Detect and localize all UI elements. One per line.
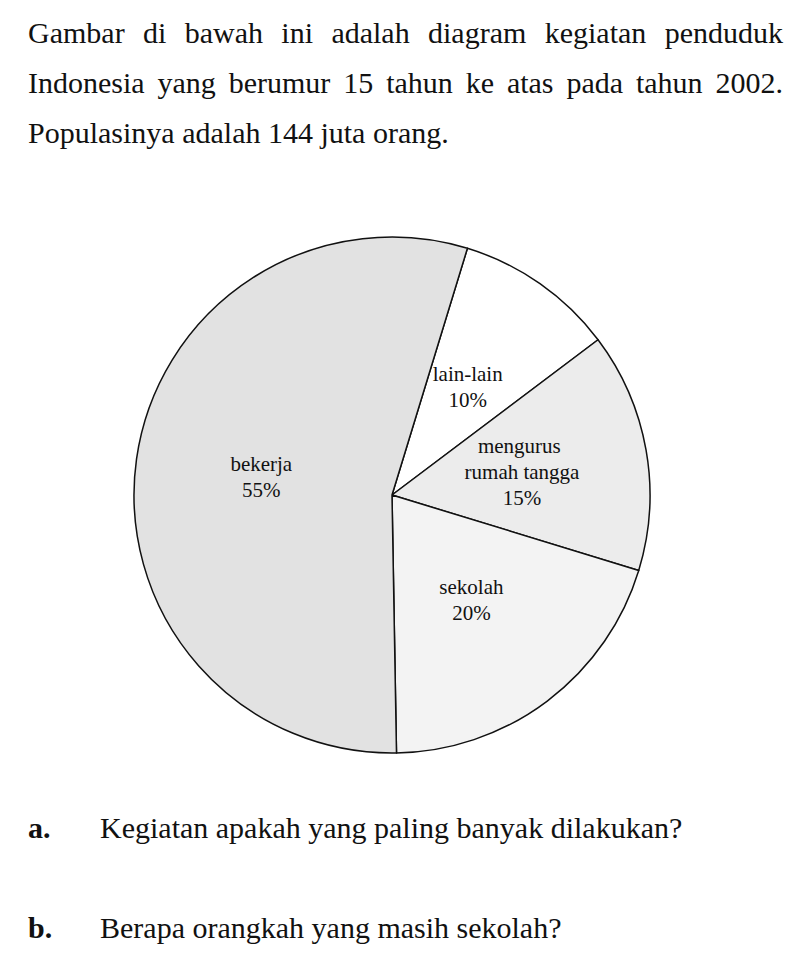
- html-text:Kegiatan apakah yang paling ba: Kegiatan apakah yang paling banyak dilak…: [100, 811, 683, 844]
- svg-text:bekerja: bekerja: [230, 452, 292, 476]
- svg-text:15%: 15%: [503, 486, 542, 510]
- svg-text:10%: 10%: [448, 388, 487, 412]
- svg-text:20%: 20%: [452, 601, 491, 625]
- html-text:Berapa orangkah yang masih sek: Berapa orangkah yang masih sekolah?: [100, 911, 562, 944]
- html-text:Gambar di bawah ini adalah dia: Gambar di bawah ini adalah diagram kegia…: [28, 16, 783, 149]
- html-text:b.: b.: [28, 911, 53, 944]
- html-text:a.: a.: [28, 811, 51, 844]
- svg-text:mengurus: mengurus: [478, 434, 566, 458]
- svg-text:rumah tangga: rumah tangga: [465, 460, 581, 484]
- svg-text:sekolah: sekolah: [439, 575, 504, 599]
- svg-text:55%: 55%: [242, 478, 281, 502]
- svg-text:lain-lain: lain-lain: [433, 362, 503, 386]
